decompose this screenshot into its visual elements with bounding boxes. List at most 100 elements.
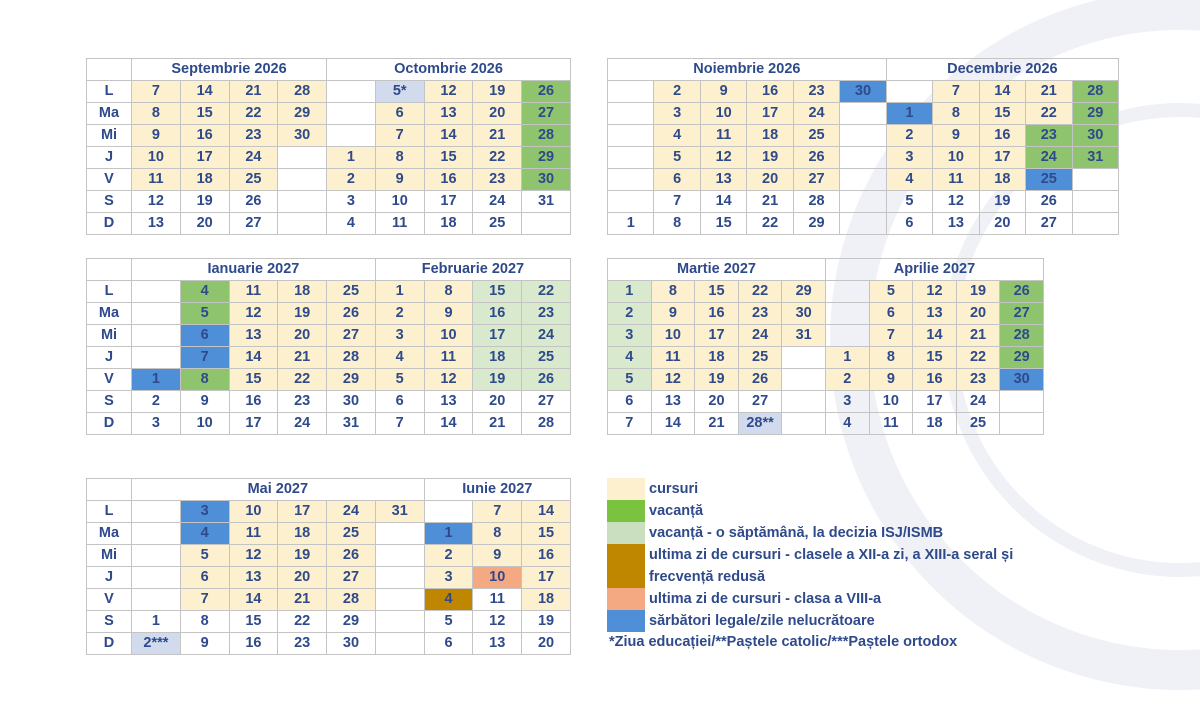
- empty-cell: [326, 80, 376, 103]
- day-cell: 10: [374, 190, 425, 213]
- day-cell: 13: [423, 390, 474, 413]
- day-cell: 15: [521, 522, 571, 545]
- empty-cell: [374, 522, 425, 545]
- weekday-row: 7 14 21 28** 4 11 18 25: [607, 412, 1044, 435]
- day-cell: 3: [653, 102, 701, 125]
- weekday-label: S: [86, 390, 132, 413]
- day-cell: 11: [868, 412, 914, 435]
- month-title: Februarie 2027: [374, 258, 572, 281]
- day-cell: 10: [650, 324, 696, 347]
- day-cell: 10: [423, 324, 474, 347]
- day-cell: 29: [1071, 102, 1120, 125]
- day-cell: 6: [607, 390, 652, 413]
- day-cell: 1: [423, 522, 474, 545]
- day-cell: 22: [746, 212, 794, 235]
- empty-cell: [1071, 212, 1120, 235]
- day-cell: 21: [228, 80, 279, 103]
- weekday-label: S: [86, 610, 132, 633]
- day-cell: 14: [228, 346, 279, 369]
- month-header-row: Noiembrie 2026 Decembrie 2026: [607, 58, 1120, 81]
- day-cell: 17: [521, 566, 571, 589]
- day-cell: 21: [472, 124, 523, 147]
- legend-item: cursuri: [607, 478, 1069, 500]
- day-cell: 14: [699, 190, 748, 213]
- day-cell: 16: [978, 124, 1027, 147]
- empty-cell: [999, 412, 1044, 435]
- day-cell: 10: [699, 102, 748, 125]
- day-cell: 10: [932, 146, 980, 169]
- weekday-row: S 12 19 26 3 10 17 24 31: [86, 190, 571, 213]
- empty-cell: [131, 346, 181, 369]
- day-cell: 17: [912, 390, 957, 413]
- day-cell: 6: [374, 390, 425, 413]
- day-cell: 8: [179, 610, 230, 633]
- day-cell: 28: [326, 588, 376, 611]
- day-cell: 22: [521, 280, 571, 303]
- empty-cell: [839, 146, 887, 169]
- legend-item: sărbători legale/zile nelucrătoare: [607, 610, 1069, 632]
- day-cell: 12: [650, 368, 696, 391]
- day-cell: 10: [868, 390, 914, 413]
- empty-cell: [606, 102, 655, 125]
- day-cell: 4: [423, 588, 474, 611]
- month-header-row: Mai 2027 Iunie 2027: [86, 478, 572, 501]
- day-cell: 5: [423, 610, 474, 633]
- day-cell: 14: [912, 324, 957, 347]
- day-cell: 10: [179, 412, 230, 435]
- day-cell: 15: [228, 368, 279, 391]
- day-cell: 16: [912, 368, 957, 391]
- weekday-row: 5 12 19 26 3 10 17 24 31: [606, 146, 1120, 169]
- day-cell: 23: [277, 632, 328, 655]
- day-cell: 17: [746, 102, 794, 125]
- day-cell: 25: [737, 346, 783, 369]
- empty-cell: [277, 146, 328, 169]
- weekday-label: Mi: [86, 124, 132, 147]
- day-cell: 13: [228, 324, 279, 347]
- empty-cell: [374, 588, 425, 611]
- day-cell: 6: [179, 324, 230, 347]
- day-cell: 25: [521, 346, 571, 369]
- day-cell: 9: [423, 302, 474, 325]
- day-cell: 13: [699, 168, 748, 191]
- weekday-row: D 3 10 17 24 31 7 14 21 28: [86, 412, 571, 435]
- day-cell: 15: [912, 346, 957, 369]
- weekday-label: S: [86, 190, 132, 213]
- day-cell: 9: [699, 80, 748, 103]
- day-cell: 3: [423, 566, 474, 589]
- day-cell: 21: [472, 412, 523, 435]
- day-cell: 6: [885, 212, 934, 235]
- day-cell: 30: [839, 80, 887, 103]
- month-title: Decembrie 2026: [885, 58, 1120, 81]
- day-cell: 16: [746, 80, 794, 103]
- day-cell: 19: [277, 544, 328, 567]
- weekday-row: Mi 6 13 20 27 3 10 17 24: [86, 324, 571, 347]
- day-cell: 21: [1025, 80, 1073, 103]
- day-cell: 14: [650, 412, 696, 435]
- day-cell: 13: [932, 212, 980, 235]
- weekday-label: L: [86, 280, 132, 303]
- legend-swatch: [607, 500, 645, 522]
- legend-item: vacanță - o săptămână, la decizia ISJ/IS…: [607, 522, 1069, 544]
- month-header-row: Ianuarie 2027 Februarie 2027: [86, 258, 572, 281]
- weekday-row: 2 9 16 23 30 7 14 21 28: [606, 80, 1120, 103]
- day-cell: 29: [792, 212, 841, 235]
- day-cell: 12: [228, 302, 279, 325]
- day-cell: 26: [326, 544, 376, 567]
- day-cell: 22: [955, 346, 1001, 369]
- day-cell: 22: [472, 146, 523, 169]
- day-cell: 27: [326, 566, 376, 589]
- weekday-row: Mi 5 12 19 26 2 9 16: [86, 544, 571, 567]
- weekday-row: 3 10 17 24 31 7 14 21 28: [607, 324, 1044, 347]
- day-cell: 19: [521, 610, 571, 633]
- weekday-row: 1 8 15 22 29 6 13 20 27: [606, 212, 1120, 235]
- day-cell: 18: [746, 124, 794, 147]
- day-cell: 25: [1025, 168, 1073, 191]
- day-cell: 28: [1071, 80, 1120, 103]
- day-cell: 19: [694, 368, 739, 391]
- day-cell: 12: [131, 190, 181, 213]
- weekday-row: J 7 14 21 28 4 11 18 25: [86, 346, 571, 369]
- weekday-label: L: [86, 80, 132, 103]
- day-cell: 7: [179, 346, 230, 369]
- empty-cell: [131, 302, 181, 325]
- day-cell: 4: [374, 346, 425, 369]
